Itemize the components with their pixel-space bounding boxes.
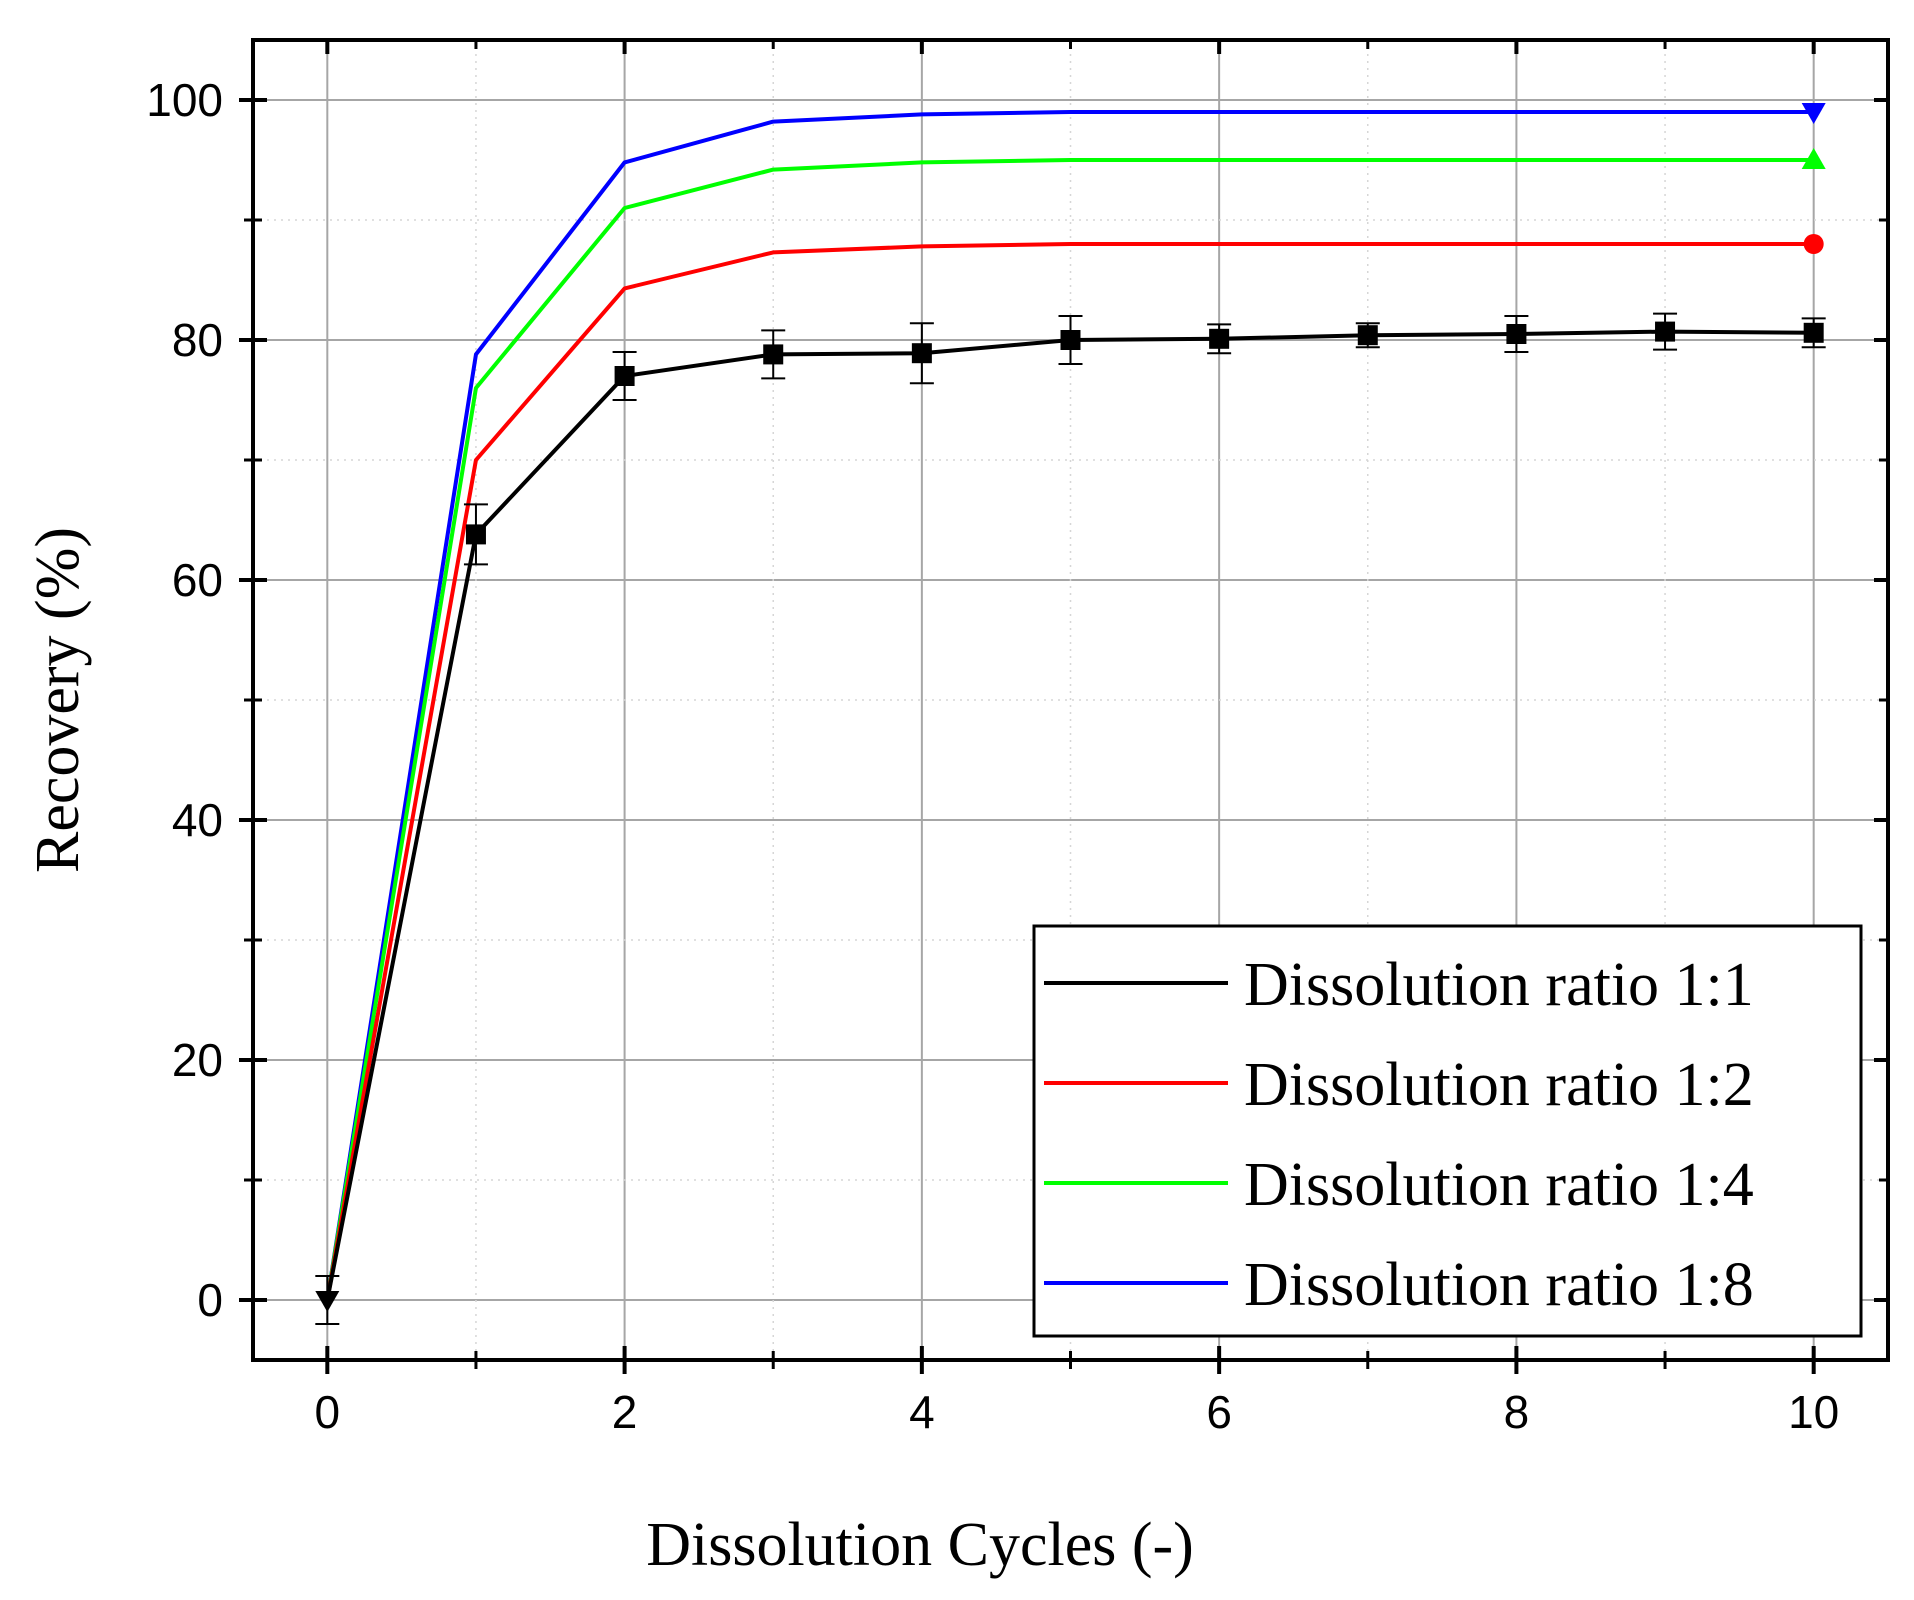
series-line-dissolution-ratio-1-4 — [325, 158, 1814, 1301]
series-line-dissolution-ratio-1-8 — [325, 110, 1814, 1301]
data-point-origin — [315, 1291, 340, 1312]
series-dissolution-ratio-1-8 — [325, 103, 1826, 1301]
data-point-dissolution-ratio-1-1 — [763, 344, 784, 365]
data-point-dissolution-ratio-1-1 — [1357, 325, 1378, 346]
x-axis-title: Dissolution Cycles (-) — [646, 1511, 1194, 1579]
data-point-dissolution-ratio-1-1 — [1655, 321, 1676, 342]
x-tick-label: 2 — [612, 1386, 638, 1438]
legend: Dissolution ratio 1:1 Dissolution ratio … — [1032, 924, 1863, 1338]
x-tick-label: 6 — [1206, 1386, 1232, 1438]
plot-series — [315, 103, 1826, 1325]
y-tick-label: 60 — [172, 554, 223, 606]
x-tick-label: 4 — [909, 1386, 935, 1438]
legend-label-1-8: Dissolution ratio 1:8 — [1244, 1251, 1754, 1319]
series-line-dissolution-ratio-1-2 — [325, 242, 1814, 1301]
x-tick-label: 8 — [1504, 1386, 1530, 1438]
data-point-dissolution-ratio-1-1 — [614, 366, 635, 386]
x-tick-label: 0 — [315, 1386, 341, 1438]
y-axis-title: Recovery (%) — [24, 527, 92, 873]
series-dissolution-ratio-1-2 — [325, 234, 1824, 1301]
y-tick-label: 80 — [172, 314, 223, 366]
data-point-dissolution-ratio-1-1 — [911, 343, 932, 364]
y-tick-label: 20 — [172, 1034, 223, 1086]
data-point-dissolution-ratio-1-4 — [1801, 148, 1826, 169]
data-point-dissolution-ratio-1-8 — [1801, 103, 1826, 124]
series-dissolution-ratio-1-1 — [315, 312, 1826, 1325]
y-tick-label: 0 — [197, 1274, 223, 1326]
data-point-dissolution-ratio-1-1 — [1209, 328, 1230, 349]
data-point-dissolution-ratio-1-1 — [465, 524, 486, 545]
data-point-dissolution-ratio-1-2 — [1803, 234, 1824, 254]
plot-frame — [251, 38, 1890, 1362]
legend-box — [1032, 924, 1863, 1338]
data-point-dissolution-ratio-1-1 — [1060, 330, 1081, 350]
x-tick-label: 10 — [1788, 1386, 1839, 1438]
series-dissolution-ratio-1-4 — [325, 148, 1826, 1301]
legend-label-1-4: Dissolution ratio 1:4 — [1244, 1151, 1754, 1219]
legend-label-1-1: Dissolution ratio 1:1 — [1244, 951, 1754, 1019]
y-tick-label: 40 — [172, 794, 223, 846]
data-point-dissolution-ratio-1-1 — [1803, 322, 1824, 343]
y-tick-label: 100 — [146, 74, 223, 126]
data-point-dissolution-ratio-1-1 — [1506, 324, 1527, 344]
legend-label-1-2: Dissolution ratio 1:2 — [1244, 1051, 1754, 1119]
